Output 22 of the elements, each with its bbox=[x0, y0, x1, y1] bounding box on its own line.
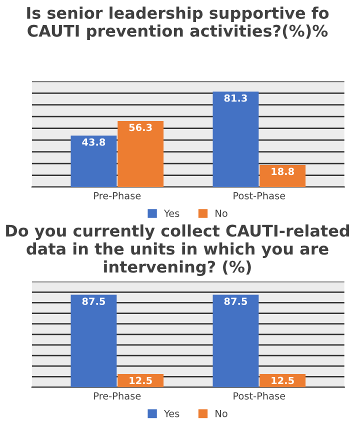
x-tick-label: Pre-Phase bbox=[94, 392, 141, 400]
x-tick-label: Post-Phase bbox=[234, 192, 286, 200]
legend-label: Yes bbox=[164, 410, 180, 418]
data-label: 81.3 bbox=[224, 94, 247, 102]
x-tick-label: Pre-Phase bbox=[94, 192, 141, 200]
data-label: 12.5 bbox=[272, 376, 294, 384]
data-label: 87.5 bbox=[82, 298, 106, 305]
legend-label: No bbox=[216, 210, 228, 218]
chart-title: Is senior leadership supportive fo CAUTI prevention activities?(%)% bbox=[27, 6, 329, 40]
data-label: 18.8 bbox=[272, 168, 294, 176]
data-label: 87.5 bbox=[224, 298, 248, 305]
bar bbox=[212, 92, 259, 187]
bar bbox=[118, 120, 164, 187]
legend-label: Yes bbox=[164, 210, 180, 218]
legend-label: No bbox=[216, 410, 228, 418]
data-label: 43.8 bbox=[82, 138, 106, 146]
data-label: 12.5 bbox=[130, 376, 152, 384]
bar bbox=[70, 136, 117, 187]
bar bbox=[260, 164, 306, 187]
x-tick-label: Post-Phase bbox=[234, 392, 286, 400]
data-label: 56.3 bbox=[129, 124, 152, 132]
chart-title: Do you currently collect CAUTI-related data in the units in which you are intervening? (%) bbox=[6, 224, 350, 276]
